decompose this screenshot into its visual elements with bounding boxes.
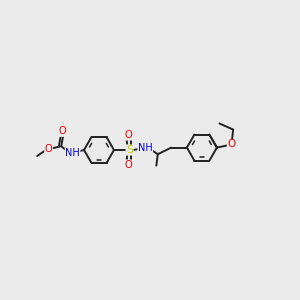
Text: O: O bbox=[58, 126, 66, 136]
Text: S: S bbox=[126, 145, 133, 155]
Text: O: O bbox=[45, 144, 52, 154]
Text: NH: NH bbox=[138, 142, 153, 153]
Text: O: O bbox=[227, 140, 236, 149]
Text: NH: NH bbox=[65, 148, 80, 158]
Text: O: O bbox=[125, 160, 133, 170]
Text: O: O bbox=[125, 130, 133, 140]
